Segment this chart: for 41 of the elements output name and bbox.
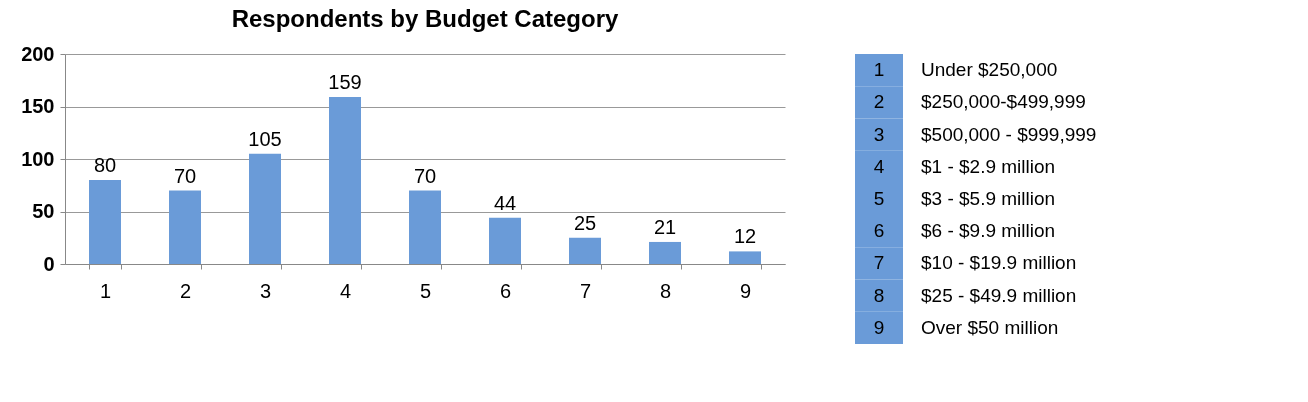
x-tick-label: 5 bbox=[419, 279, 432, 302]
x-tick-label: 3 bbox=[259, 279, 272, 302]
data-label: 70 bbox=[413, 164, 437, 187]
category-label: 2 bbox=[873, 91, 885, 113]
data-label: 80 bbox=[93, 154, 117, 176]
category-label: 4 bbox=[873, 155, 885, 177]
data-label: 159 bbox=[328, 71, 362, 94]
category-label: 9 bbox=[873, 316, 885, 338]
x-tick-label: 8 bbox=[659, 279, 672, 302]
text: $250,000-$499,999 bbox=[921, 91, 1086, 113]
y-tick-label: 150 bbox=[21, 95, 55, 117]
text: Under $250,000 bbox=[921, 59, 1058, 81]
data-label: 12 bbox=[733, 225, 757, 248]
data-label: 105 bbox=[248, 127, 282, 150]
x-tick-label: 6 bbox=[499, 279, 512, 302]
category-label: 3 bbox=[873, 123, 885, 145]
data-label: 70 bbox=[173, 164, 197, 187]
text: $10 - $19.9 million bbox=[921, 252, 1077, 274]
category-label: 6 bbox=[873, 220, 885, 242]
x-tick-label: 9 bbox=[739, 279, 752, 302]
x-tick-label: 7 bbox=[579, 279, 592, 302]
x-tick-label: 4 bbox=[339, 279, 352, 302]
text: $500,000 - $999,999 bbox=[921, 123, 1097, 145]
y-tick-label: 50 bbox=[32, 200, 55, 222]
text: $25 - $49.9 million bbox=[921, 284, 1077, 306]
y-tick-label: 0 bbox=[43, 252, 55, 275]
text: $3 - $5.9 million bbox=[921, 188, 1056, 209]
text: $6 - $9.9 million bbox=[921, 220, 1056, 242]
x-tick-label: 2 bbox=[179, 279, 192, 302]
data-label: 25 bbox=[573, 211, 597, 234]
y-tick-label: 200 bbox=[21, 42, 55, 65]
y-tick-label: 100 bbox=[21, 147, 55, 170]
text: Over $50 million bbox=[921, 316, 1059, 338]
category-label: 7 bbox=[873, 252, 885, 274]
category-label: 1 bbox=[873, 59, 885, 81]
chart-title: Respondents by Budget Category bbox=[231, 5, 619, 32]
text: $1 - $2.9 million bbox=[921, 155, 1056, 177]
data-label: 44 bbox=[493, 191, 517, 214]
data-label: 21 bbox=[653, 215, 677, 238]
category-label: 5 bbox=[873, 188, 885, 209]
x-tick-label: 1 bbox=[99, 279, 112, 302]
